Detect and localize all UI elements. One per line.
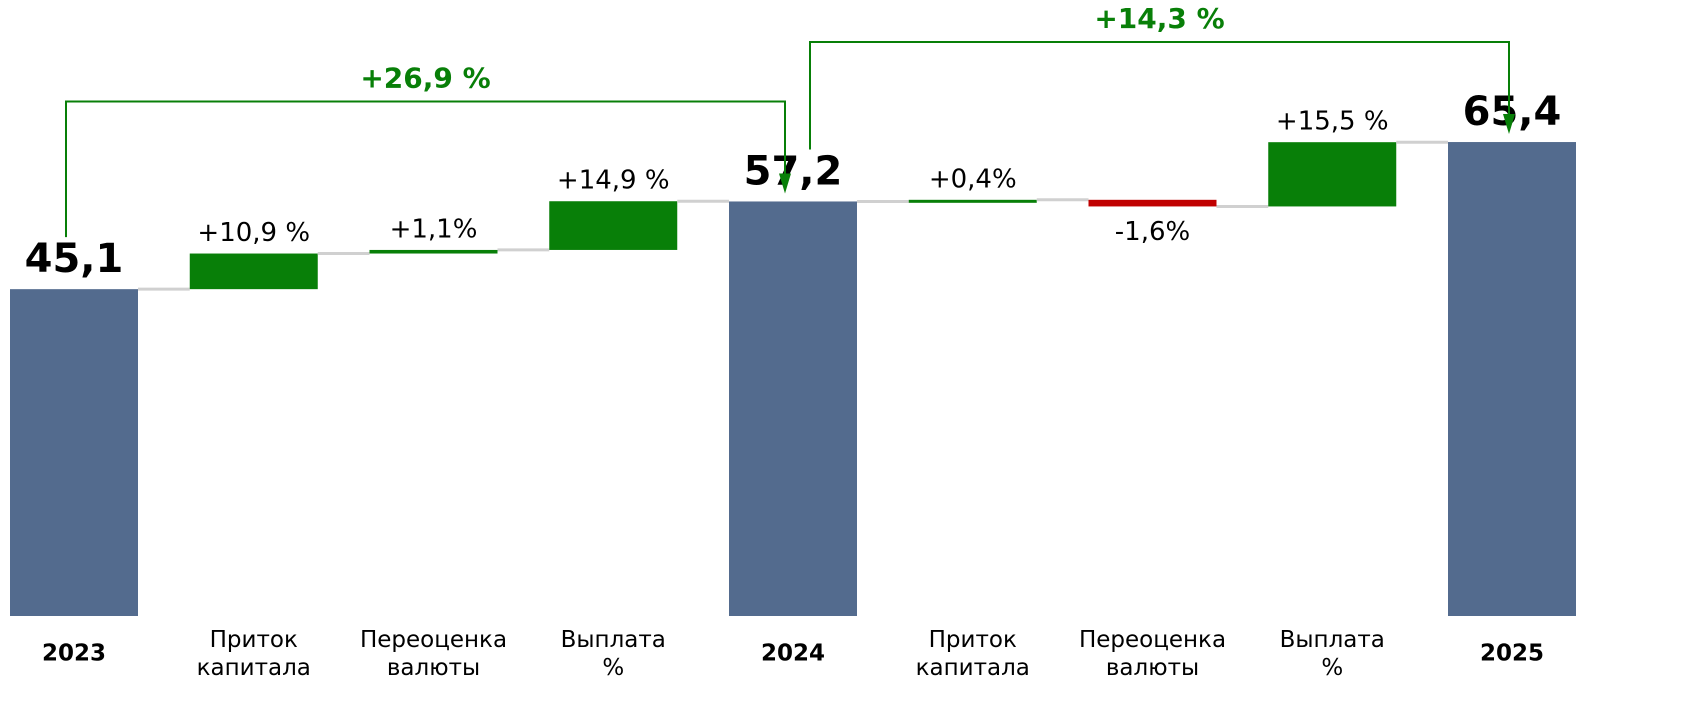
delta-bar bbox=[369, 249, 498, 254]
bracket-label: +14,3 % bbox=[1094, 2, 1224, 35]
category-label: Выплата% bbox=[561, 627, 666, 681]
delta-bar bbox=[189, 253, 318, 290]
value-label: +15,5 % bbox=[1276, 107, 1389, 137]
delta-bar bbox=[1088, 199, 1217, 207]
arrow-head bbox=[779, 173, 791, 194]
bracket bbox=[65, 100, 786, 238]
category-label: Переоценка валюты bbox=[1079, 627, 1226, 681]
total-bar bbox=[10, 289, 138, 616]
value-label: +0,4% bbox=[929, 164, 1017, 194]
value-label: 57,2 bbox=[744, 148, 843, 194]
bracket bbox=[809, 41, 1510, 150]
value-label: +14,9 % bbox=[557, 166, 670, 196]
category-label: 2024 bbox=[761, 641, 825, 667]
delta-bar bbox=[1268, 142, 1397, 207]
value-label: +10,9 % bbox=[197, 218, 310, 248]
total-bar bbox=[1448, 142, 1576, 616]
bracket-label: +26,9 % bbox=[360, 61, 490, 94]
value-label: 45,1 bbox=[25, 236, 124, 282]
value-label: 65,4 bbox=[1463, 89, 1562, 135]
delta-bar bbox=[549, 201, 678, 250]
total-bar bbox=[729, 201, 857, 616]
category-label: Приток капитала bbox=[916, 627, 1030, 681]
category-label: 2023 bbox=[42, 641, 106, 667]
category-label: 2025 bbox=[1480, 641, 1544, 667]
category-label: Приток капитала bbox=[197, 627, 311, 681]
delta-bar bbox=[908, 199, 1037, 203]
category-label: Переоценка валюты bbox=[360, 627, 507, 681]
arrow-head bbox=[1503, 114, 1515, 135]
category-label: Выплата% bbox=[1280, 627, 1385, 681]
value-label: +1,1% bbox=[390, 214, 478, 244]
value-label: -1,6% bbox=[1115, 217, 1190, 247]
